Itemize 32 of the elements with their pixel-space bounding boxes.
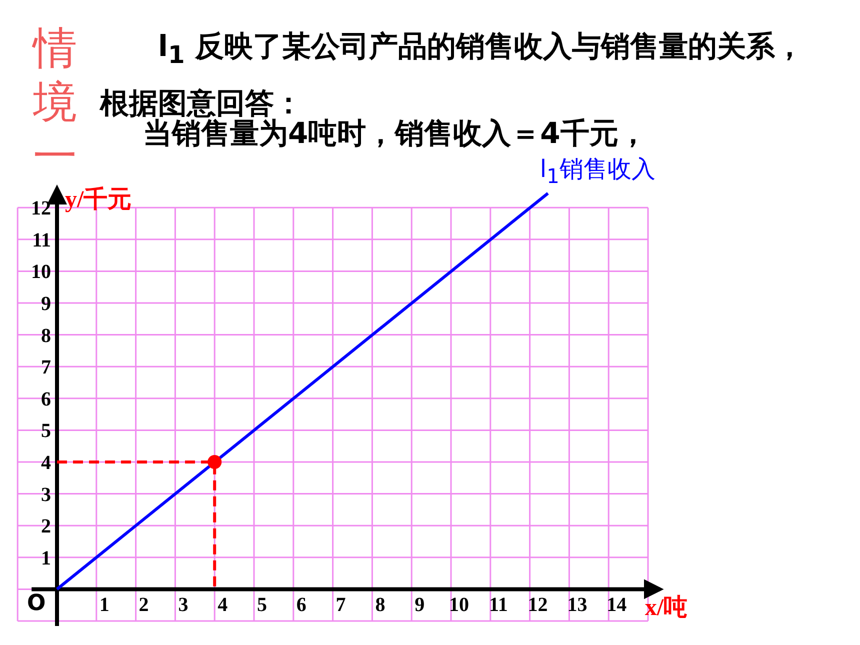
y-tick-label: 12: [31, 198, 51, 220]
y-tick-label: 9: [41, 293, 51, 315]
x-tick-label: 11: [488, 594, 508, 616]
y-tick-label: 5: [41, 420, 51, 442]
x-tick-label: 10: [449, 594, 469, 616]
x-tick-label: 1: [99, 594, 110, 616]
y-axis-title: y/千元: [65, 186, 132, 215]
x-tick-label: 4: [218, 594, 228, 616]
series-label: l$_{1}$销售收入: [540, 154, 656, 188]
x-tick-label: 3: [178, 594, 188, 616]
y-tick-label: 7: [41, 356, 51, 379]
y-tick-label: 1: [41, 547, 51, 570]
x-tick-label: 13: [567, 594, 588, 616]
x-tick-label: 2: [138, 594, 149, 616]
y-tick-label: 4: [41, 452, 51, 474]
x-tick-label: 5: [257, 594, 267, 616]
x-tick-label: 7: [336, 594, 346, 616]
y-tick-label: 3: [41, 484, 51, 506]
y-tick-label: 10: [31, 261, 51, 284]
x-tick-label: 6: [296, 594, 306, 616]
y-tick-label: 2: [41, 516, 51, 538]
x-tick-label: 14: [606, 594, 627, 616]
y-tick-label: 6: [41, 388, 51, 410]
x-tick-label: 8: [375, 594, 386, 616]
text: 情境一: [31, 22, 78, 184]
y-tick-label: 11: [32, 229, 51, 252]
y-tick-label: 8: [41, 324, 51, 347]
x-tick-label: 12: [528, 594, 548, 616]
x-axis-title: x/吨: [644, 594, 688, 624]
chart-subtitle: 当销售量为4吨时，销售收入＝4千元，: [143, 116, 648, 152]
annotation: O: [27, 591, 46, 616]
x-tick-label: 9: [414, 594, 425, 616]
